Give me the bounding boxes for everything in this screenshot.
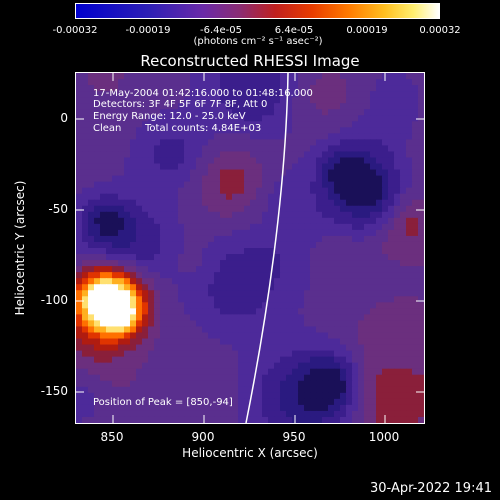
colorbar [75,3,440,19]
image-plot [75,72,425,424]
annotation-counts: Total counts: 4.84E+03 [145,123,262,134]
colorbar-tick: 6.4e-05 [274,25,314,36]
timestamp: 30-Apr-2022 19:41 [370,481,492,496]
y-tick-label: -150 [40,384,68,398]
x-tick-label: 900 [191,430,215,444]
y-axis-label: Heliocentric Y (arcsec) [13,180,27,316]
annotation-algorithm: Clean [93,123,122,134]
y-tick-label: 0 [60,111,68,125]
colorbar-tick: 0.00032 [419,25,461,36]
plot-title: Reconstructed RHESSI Image [140,52,360,70]
colorbar-tick: -0.00019 [125,25,171,36]
annotation-energy: Energy Range: 12.0 - 25.0 keV [93,111,246,122]
annotation-detectors: Detectors: 3F 4F 5F 6F 7F 8F, Att 0 [93,99,268,110]
annotation-peak: Position of Peak = [850,-94] [93,397,233,408]
solar-limb-line [245,73,289,423]
colorbar-tick: -0.00032 [52,25,98,36]
annotation-time: 17-May-2004 01:42:16.000 to 01:48:16.000 [93,88,313,99]
x-tick-label: 850 [100,430,124,444]
colorbar-unit-label: (photons cm⁻² s⁻¹ asec⁻²) [193,36,323,47]
colorbar-tick: 0.00019 [346,25,388,36]
heatmap-image [76,73,424,423]
colorbar-tick: -6.4e-05 [200,25,242,36]
y-tick-label: -50 [48,202,68,216]
x-tick-label: 1000 [368,430,400,444]
y-tick-label: -100 [40,293,68,307]
x-axis-label: Heliocentric X (arcsec) [182,446,318,460]
x-tick-label: 950 [282,430,306,444]
